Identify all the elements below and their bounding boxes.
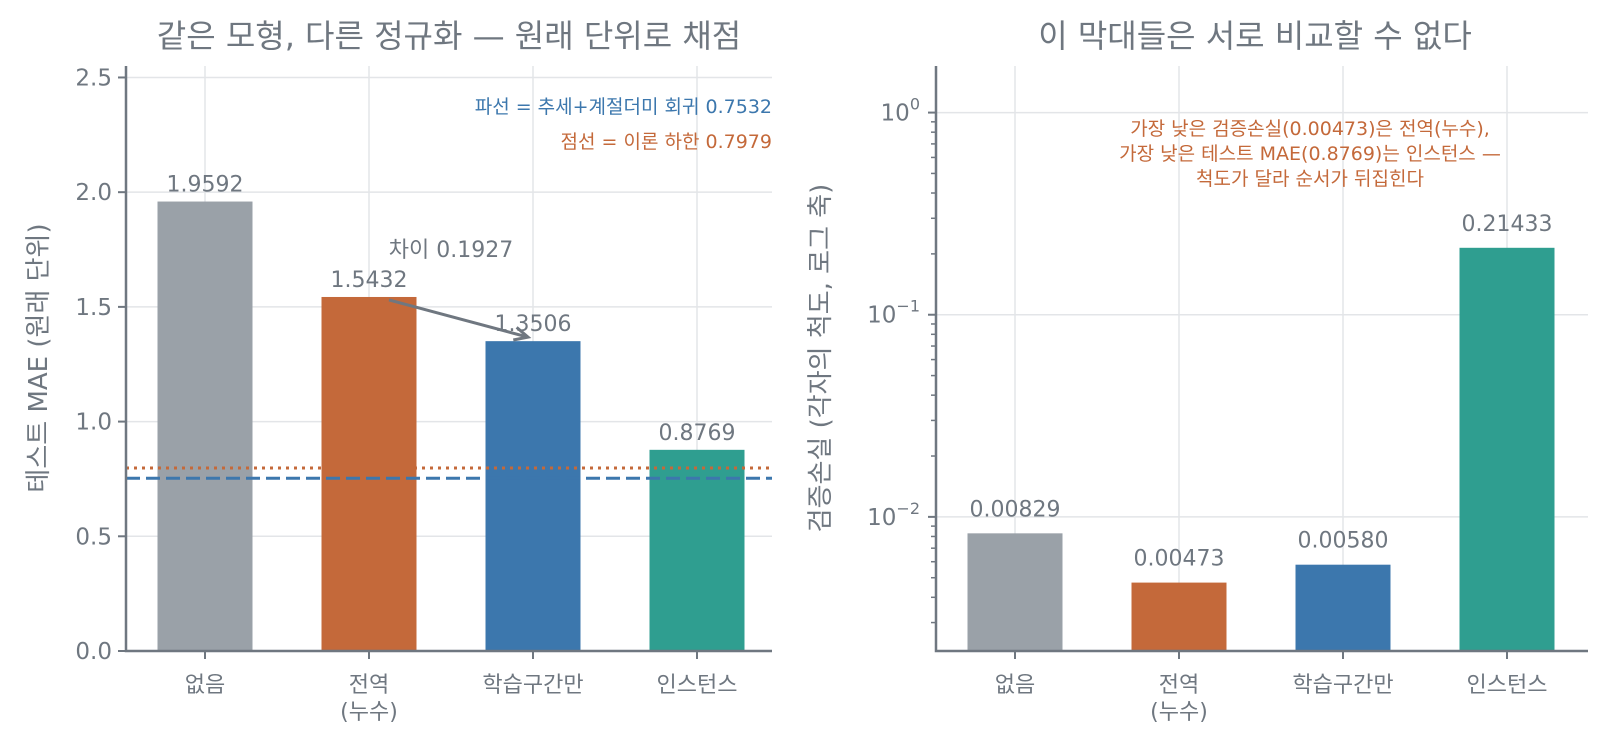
y-tick-label: 1.5 [75,295,112,321]
x-category-label: 학습구간만 [482,673,583,698]
y-tick-label: 2.0 [75,180,112,206]
bar-value-label: 0.8769 [659,421,736,446]
comparison-annotation: 가장 낮은 테스트 MAE(0.8769)는 인스턴스 — [1119,143,1501,165]
right-chart-panel: 0.00829 0.00473 0.00580 0.21433 가장 낮은 검증손실(0… [806,17,1588,725]
bar-value-label: 1.3506 [495,312,572,337]
y-tick-base: 10 [867,303,896,329]
difference-arrow [388,298,529,339]
x-category-label: 인스턴스 [657,673,738,698]
x-category-label: 전역 [1159,673,1199,698]
x-category-label: 전역 [349,673,389,698]
difference-arrow-head [512,326,532,342]
y-tick-base: 10 [881,101,910,127]
x-category-label: 학습구간만 [1292,673,1393,698]
y-axis-label: 검증손실 (각자의 척도, 로그 축) [806,184,836,533]
x-category-label: 없음 [185,673,225,698]
comparison-annotation: 척도가 달라 순서가 뒤집힌다 [1196,168,1424,190]
bar [485,341,581,651]
y-axis-label: 테스트 MAE (원래 단위) [24,223,54,492]
y-tick-label: 1.0 [75,410,112,436]
left-chart-panel: 1.9592 1.5432 1.3506 0.8769 파선 = 추세+계절더미 회귀 … [24,17,772,725]
y-tick-label: 100 [881,95,920,127]
reference-label-regression: 파선 = 추세+계절더미 회귀 0.7532 [475,96,772,118]
bar [1295,564,1391,651]
y-tick-label: 10−1 [867,297,920,329]
bar-value-label: 1.9592 [167,173,244,198]
y-tick-exponent: 0 [910,95,920,114]
axes-spine [934,66,1588,653]
y-tick-base: 10 [867,505,896,531]
x-category-label: (누수) [1150,700,1208,725]
bar-value-label: 1.5432 [331,268,408,293]
bar-value-label: 0.21433 [1462,212,1553,237]
bar-value-label: 0.00473 [1134,547,1225,572]
bar [1131,582,1227,651]
y-tick-label: 0.5 [75,524,112,550]
bar [649,449,745,651]
bar-value-label: 0.00580 [1298,529,1389,554]
difference-annotation: 차이 0.1927 [389,238,513,263]
y-tick-exponent: −1 [896,297,920,316]
bar [1459,247,1555,651]
x-category-label: (누수) [340,700,398,725]
comparison-annotation: 가장 낮은 검증손실(0.00473)은 전역(누수), [1130,118,1490,140]
y-tick-exponent: −2 [896,499,920,518]
bar-value-label: 0.00829 [970,497,1061,522]
bar [157,201,253,651]
chart-title: 이 막대들은 서로 비교할 수 없다 [1038,17,1472,55]
y-tick-label: 2.5 [75,65,112,91]
reference-label-lower-bound: 점선 = 이론 하한 0.7979 [561,131,772,153]
x-category-label: 없음 [995,673,1035,698]
bar [967,533,1063,651]
x-category-label: 인스턴스 [1467,673,1548,698]
bar [321,296,417,651]
y-tick-label: 0.0 [75,639,112,665]
chart-title: 같은 모형, 다른 정규화 — 원래 단위로 채점 [157,17,741,55]
y-tick-label: 10−2 [867,499,920,531]
